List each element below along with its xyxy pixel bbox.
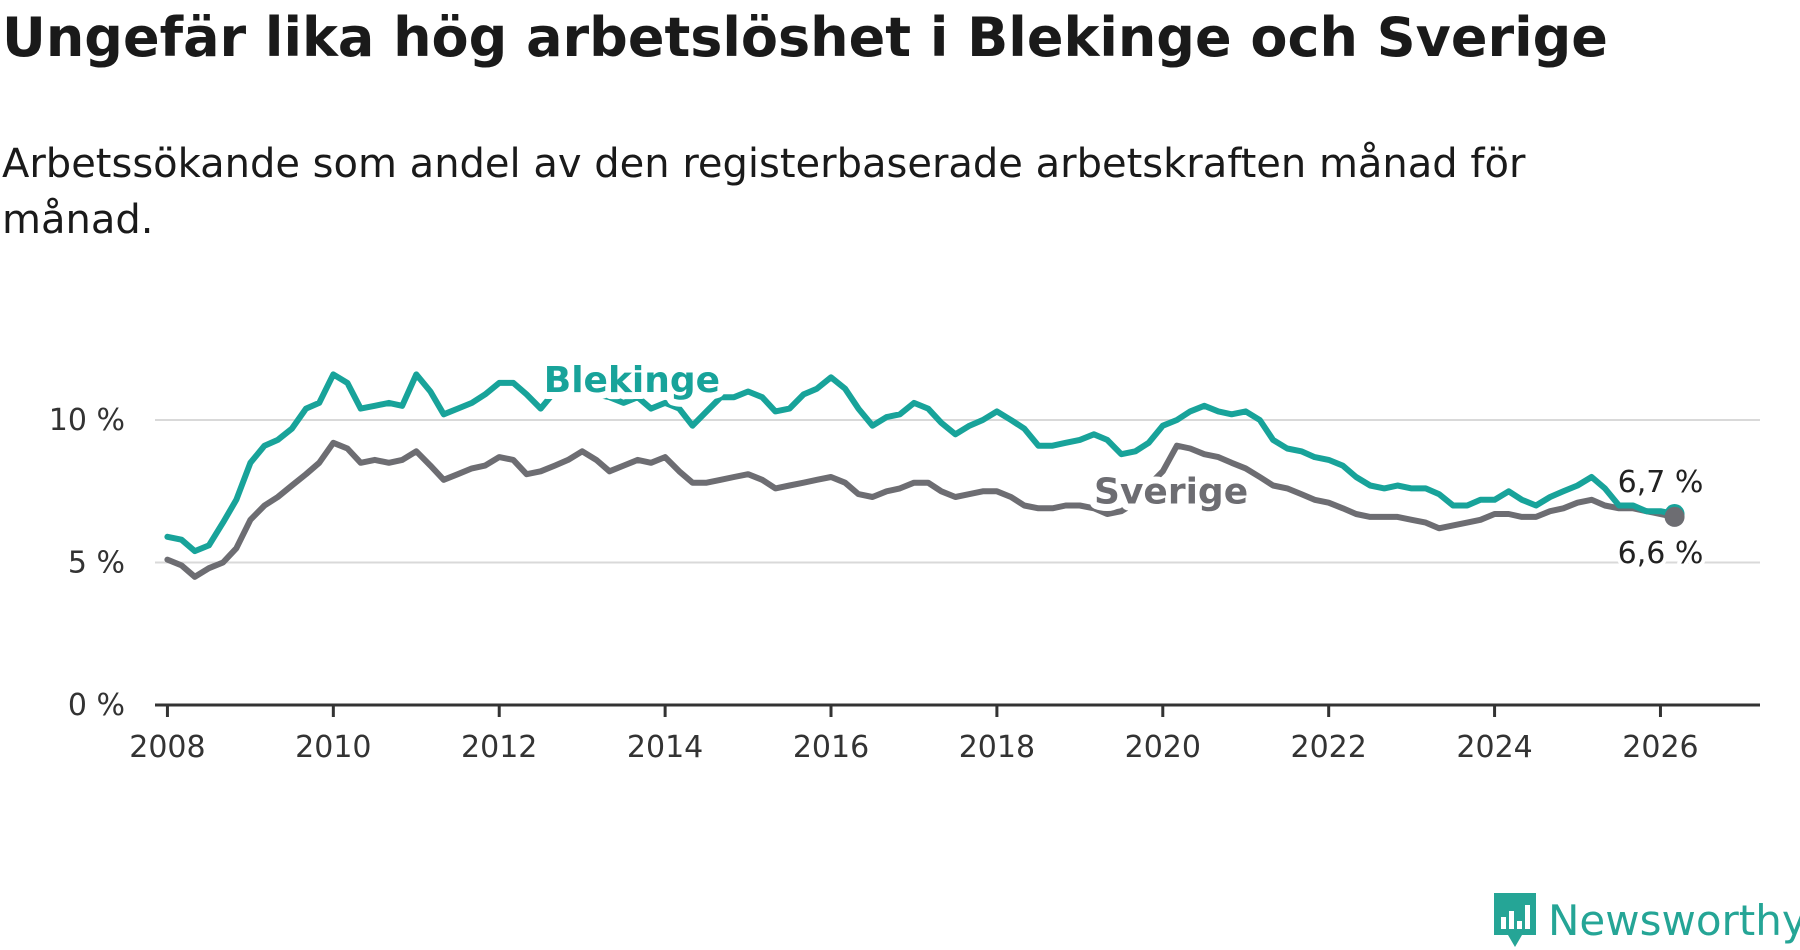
end-point-sverige bbox=[1664, 506, 1685, 527]
end-value-label-sverige: 6,6 % bbox=[1618, 536, 1704, 571]
series-line-sverige bbox=[164, 439, 1678, 580]
line-chart: 0 % 5 % 10 % 2008 2010 2012 2014 2016 2018 2020 20… bbox=[49, 353, 1760, 765]
x-tick-label-6: 2020 bbox=[1125, 730, 1201, 765]
series-label-blekinge: Blekinge bbox=[544, 360, 720, 401]
series-label-sverige: Sverige bbox=[1094, 471, 1248, 512]
x-tick-label-9: 2026 bbox=[1622, 730, 1698, 765]
end-value-label-blekinge: 6,7 % bbox=[1618, 465, 1704, 500]
x-tick-label-7: 2022 bbox=[1291, 730, 1367, 765]
x-tick-label-5: 2018 bbox=[959, 730, 1035, 765]
y-tick-label-1: 5 % bbox=[68, 546, 125, 581]
newsworthy-logo-icon bbox=[1494, 893, 1536, 947]
y-tick-label-0: 0 % bbox=[68, 688, 125, 723]
x-tick-label-0: 2008 bbox=[129, 730, 205, 765]
y-tick-label-2: 10 % bbox=[49, 403, 125, 438]
newsworthy-logo: Newsworthy bbox=[1490, 890, 1800, 950]
x-tick-label-1: 2010 bbox=[295, 730, 371, 765]
x-tick-label-8: 2024 bbox=[1456, 730, 1532, 765]
chart-subtitle: Arbetssökande som andel av den registerb… bbox=[2, 141, 1526, 243]
series-line-blekinge bbox=[164, 371, 1678, 555]
x-tick-label-4: 2016 bbox=[793, 730, 869, 765]
chart-title: Ungefär lika hög arbetslöshet i Blekinge… bbox=[2, 6, 1608, 69]
x-tick-label-2: 2012 bbox=[461, 730, 537, 765]
x-tick-label-3: 2014 bbox=[627, 730, 703, 765]
newsworthy-logo-text: Newsworthy bbox=[1548, 895, 1800, 945]
